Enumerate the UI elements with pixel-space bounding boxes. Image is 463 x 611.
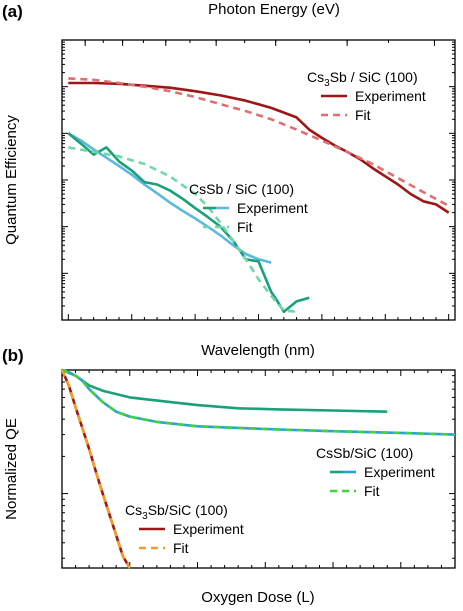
series-line-cs3sb-sic-100--fit [60,369,131,569]
series-line-cssb-sic-100--fit [68,146,297,314]
legend-entry-label: Experiment [237,200,308,216]
legend-title-main: Cs [307,69,324,85]
panel-a-y-axis-label: Quantum Efficiency [3,115,20,245]
legend-title-subscript: 3 [142,511,148,522]
panel-a: (a) Photon Energy (eV) Wavelength (nm) Q… [2,1,456,359]
panel-b-x-axis-label: Oxygen Dose (L) [201,589,314,606]
series-line-cssb-sic-100--fit [61,368,456,436]
legend-title: Cs3Sb / SiC (100) [307,69,418,89]
panel-a-x-axis-label: Wavelength (nm) [201,342,315,359]
legend-title: Cs3Sb/SiC (100) [125,502,228,522]
legend-title: CsSb / SiC (100) [189,181,294,197]
legend-entry-label: Fit [364,483,380,499]
legend-entry-label: Fit [355,107,371,123]
series-line-cs3sb-sic-100--experiment [68,81,450,214]
legend-entry-label: Experiment [173,521,244,537]
panel-b-y-axis-label: Normalized QE [3,418,20,520]
series-line-cssb-sic-100--experiment [61,368,456,436]
legend-title: CsSb/SiC (100) [316,445,413,461]
panel-b-ticks [61,369,456,568]
panel-b-label: (b) [2,346,24,365]
legend-entry-label: Experiment [355,88,426,104]
series-line-cs3sb-sic-100--experiment [60,369,131,569]
panel-a-ticks [62,39,455,321]
legend-entry-label: Experiment [364,464,435,480]
panel-a-series [67,77,450,314]
legend-title-main: Cs [125,502,142,518]
series-line-cssb-sic-100--experiment [67,132,310,314]
panel-b: (b) Oxygen Dose (L) Normalized QE CsSb/S… [2,346,456,606]
legend-title-rest: Sb / SiC (100) [330,69,418,85]
legend-title-rest: Sb/SiC (100) [148,502,228,518]
panel-a-top-axis-label: Photon Energy (eV) [208,1,340,18]
legend-entry-label: Fit [173,540,189,556]
panel-b-series [60,368,456,569]
panel-a-label: (a) [2,2,23,21]
legend-title-subscript: 3 [324,78,330,89]
legend-entry-label: Fit [237,219,253,235]
series-line-cs3sb-sic-100--fit [68,77,450,207]
panel-b-plot-frame [61,369,456,569]
series-line-cssb-sic-100--experiment [61,368,388,413]
